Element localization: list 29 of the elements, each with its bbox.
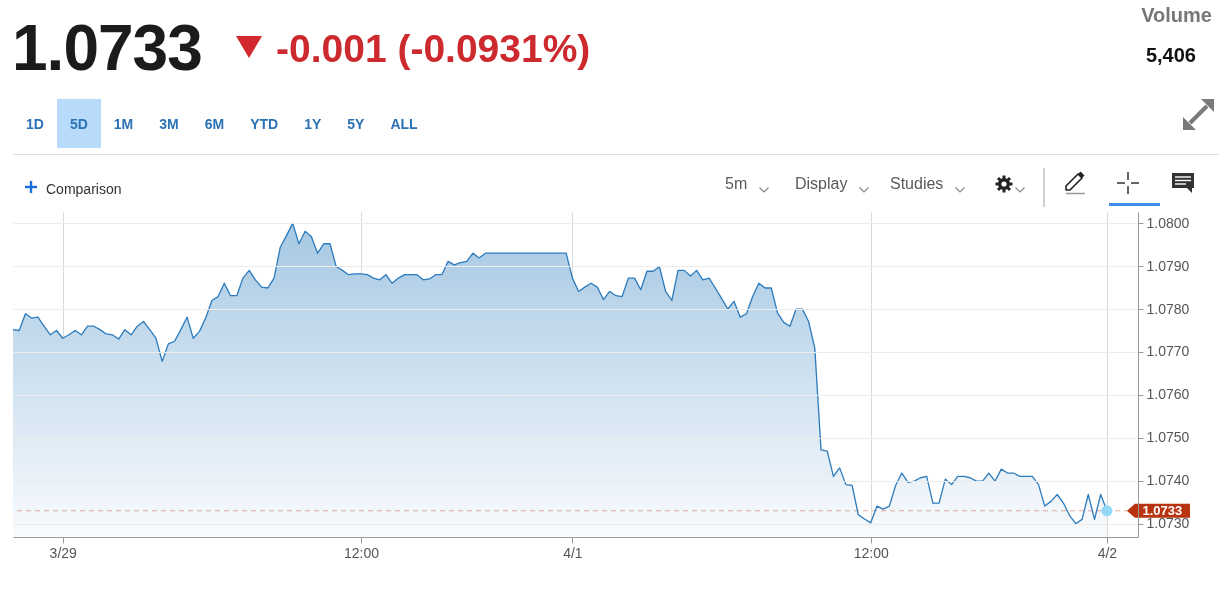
chart-subtitle: -0.001 (-0.0931%) xyxy=(276,27,591,70)
text: Studies xyxy=(890,175,944,192)
y-tick-label: 1.0750 xyxy=(1146,429,1190,446)
text: YTD xyxy=(250,115,279,132)
text: 3M xyxy=(159,115,179,132)
text: 6M xyxy=(204,115,225,132)
text: 1Y xyxy=(304,115,322,132)
text: 5,406 xyxy=(1145,44,1196,66)
text: Volume xyxy=(1141,4,1212,26)
text: 5Y xyxy=(347,115,365,132)
y-tick-label: 1.0790 xyxy=(1146,257,1190,274)
x-tick-label: 12:00 xyxy=(853,544,889,561)
text: 1D xyxy=(26,115,44,132)
text: Display xyxy=(795,175,848,192)
y-tick-label: 1.0740 xyxy=(1146,472,1190,489)
x-tick-label: 12:00 xyxy=(344,544,380,561)
x-tick-label: 3/29 xyxy=(49,544,78,561)
y-tick-label: 1.0760 xyxy=(1146,386,1190,403)
chart-title: 1.0733 xyxy=(12,12,202,84)
x-tick-label: 4/1 xyxy=(563,544,583,561)
y-tick-label: 1.0780 xyxy=(1146,300,1190,317)
x-tick-label: 4/2 xyxy=(1097,544,1118,561)
text: 1M xyxy=(113,115,134,132)
selected-highlight: 5D xyxy=(56,99,101,148)
text: 5m xyxy=(725,175,748,192)
text: Comparison xyxy=(46,181,122,197)
y-tick-label: 1.0800 xyxy=(1146,214,1190,231)
y-tick-label: 1.0770 xyxy=(1146,343,1190,360)
text: ALL xyxy=(390,115,418,132)
